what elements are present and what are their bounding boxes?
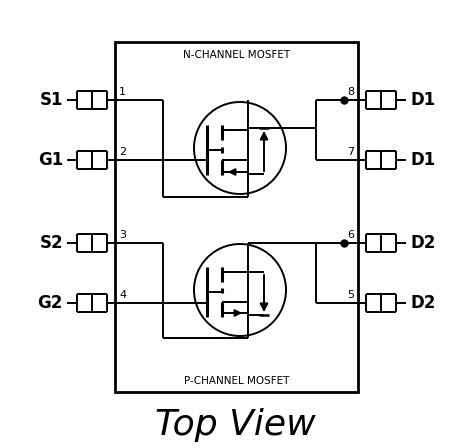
Text: 1: 1 [119, 87, 126, 97]
Text: D2: D2 [410, 294, 435, 312]
Text: P-CHANNEL MOSFET: P-CHANNEL MOSFET [184, 376, 289, 386]
Text: 7: 7 [347, 147, 354, 157]
Text: G2: G2 [38, 294, 63, 312]
Text: D2: D2 [410, 234, 435, 252]
Text: 8: 8 [347, 87, 354, 97]
Text: D1: D1 [410, 91, 435, 109]
Text: 2: 2 [119, 147, 126, 157]
Text: G1: G1 [38, 151, 63, 169]
Text: D1: D1 [410, 151, 435, 169]
Text: 6: 6 [347, 230, 354, 240]
Text: S1: S1 [39, 91, 63, 109]
Text: N-CHANNEL MOSFET: N-CHANNEL MOSFET [183, 50, 290, 60]
Text: 3: 3 [119, 230, 126, 240]
Text: S2: S2 [39, 234, 63, 252]
Text: Top View: Top View [155, 408, 315, 442]
Text: 4: 4 [119, 290, 126, 300]
Text: 5: 5 [347, 290, 354, 300]
